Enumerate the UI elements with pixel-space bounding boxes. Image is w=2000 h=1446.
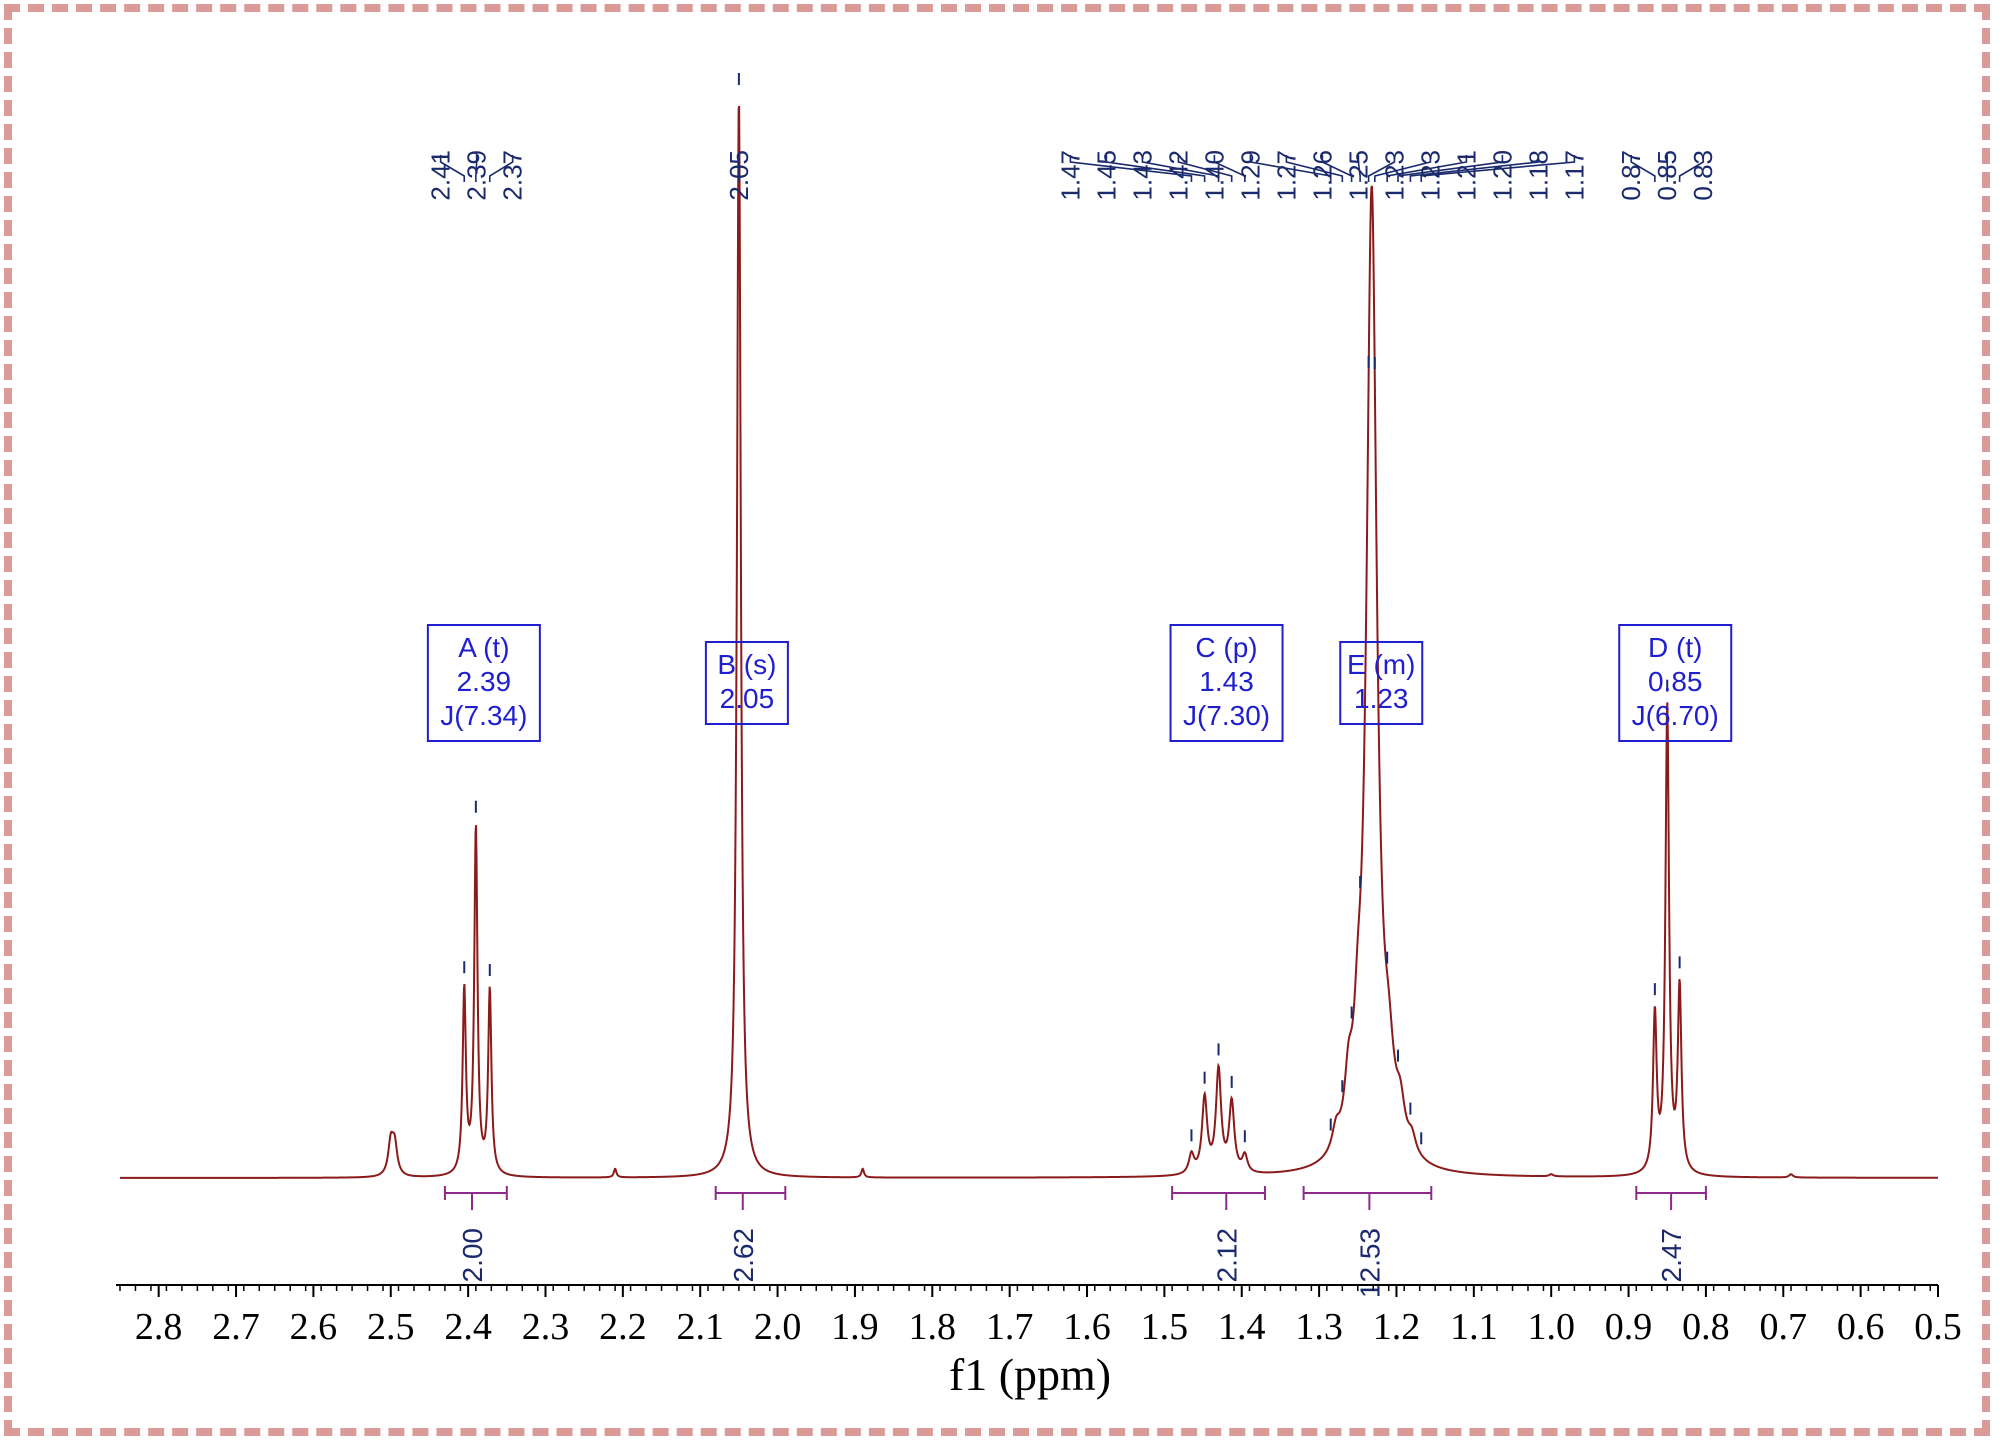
x-tick-label: 2.5	[367, 1306, 415, 1348]
peak-label-connector	[1397, 155, 1504, 182]
multiplet-text: 2.05	[720, 683, 775, 714]
peak-label-connector	[1357, 155, 1361, 182]
peak-label-connector	[1409, 155, 1540, 182]
peak-label-connector	[1420, 155, 1576, 182]
spectrum-trace-group	[120, 105, 1938, 1179]
multiplet-text: 2.39	[457, 666, 512, 697]
multiplet-text: J(7.34)	[440, 700, 527, 731]
x-tick-label: 2.0	[754, 1306, 802, 1348]
peak-label-connector	[488, 155, 514, 182]
dashed-frame	[4, 4, 1990, 1436]
multiplet-box	[1618, 624, 1733, 742]
multiplet-text: D (t)	[1648, 632, 1702, 663]
peak-label-connector	[439, 155, 466, 182]
x-tick-label: 1.4	[1218, 1306, 1266, 1348]
x-tick-label: 1.9	[831, 1306, 879, 1348]
x-tick-label: 1.8	[909, 1306, 957, 1348]
peak-label-connector	[1285, 155, 1344, 182]
multiplet-text: E (m)	[1347, 649, 1415, 680]
x-tick-label: 2.3	[522, 1306, 570, 1348]
x-tick-label: 1.0	[1527, 1306, 1575, 1348]
x-tick-label: 2.1	[676, 1306, 724, 1348]
multiplet-box	[1339, 641, 1424, 725]
x-tick-label: 2.2	[599, 1306, 647, 1348]
multiplet-box	[1169, 624, 1284, 742]
peak-label-connector	[1213, 155, 1246, 182]
peak-label-connector	[1105, 155, 1206, 182]
x-tick-label: 1.6	[1063, 1306, 1111, 1348]
x-tick-label: 2.6	[290, 1306, 338, 1348]
multiplet-box	[426, 624, 541, 742]
multiplet-text: 1.43	[1199, 666, 1254, 697]
x-tick-label: 0.7	[1760, 1306, 1808, 1348]
multiplet-box	[704, 641, 789, 725]
multiplet-text: 0.85	[1648, 666, 1703, 697]
peak-label-connector	[1069, 155, 1193, 182]
peak-label-connector	[1386, 155, 1468, 182]
x-tick-label: 2.7	[212, 1306, 260, 1348]
x-tick-label: 1.7	[986, 1306, 1034, 1348]
multiplet-text: J(6.70)	[1632, 700, 1719, 731]
x-tick-label: 2.4	[444, 1306, 492, 1348]
x-axis: 2.8 2.7 2.6 2.5 2.4 2.3 2.2 2.1 2.0 1.9 1.8 1.7 1.6 1…	[116, 1284, 1962, 1348]
peak-label-connector	[1249, 155, 1332, 182]
integral-value: 2.62	[728, 1228, 759, 1283]
multiplet-text: B (s)	[717, 649, 776, 680]
x-tick-label: 0.6	[1837, 1306, 1885, 1348]
multiplet-text: 1.23	[1354, 683, 1409, 714]
integral-value: 2.12	[1211, 1228, 1242, 1283]
x-tick-label: 0.8	[1682, 1306, 1730, 1348]
peak-label-connector	[1374, 155, 1432, 182]
x-tick-label: 1.1	[1450, 1306, 1498, 1348]
peak-label-connector	[1177, 155, 1233, 182]
multiplet-boxes-group: A (t)2.39J(7.34) B (s)2.05 C (p)1.43J(7.30…	[426, 624, 1733, 742]
x-tick-label: 1.5	[1141, 1306, 1189, 1348]
peak-label-connector	[1630, 155, 1656, 182]
x-tick-label: 2.8	[135, 1306, 183, 1348]
peak-label-connector	[1141, 155, 1220, 182]
multiplet-text: J(7.30)	[1183, 700, 1270, 731]
integrals-group: 2.00 2.62 2.12 12.53 2.47	[443, 1186, 1707, 1298]
peak-label-connector	[1678, 155, 1705, 182]
peak-label-connector	[1321, 155, 1353, 182]
x-tick-label: 0.5	[1914, 1306, 1962, 1348]
spectrum-trace	[120, 105, 1938, 1179]
multiplet-text: C (p)	[1195, 632, 1257, 663]
x-tick-label: 1.2	[1373, 1306, 1421, 1348]
integral-value: 2.00	[457, 1228, 488, 1283]
x-axis-title: f1 (ppm)	[949, 1349, 1111, 1400]
x-tick-label: 1.3	[1295, 1306, 1343, 1348]
peak-label-connector	[475, 155, 478, 182]
x-tick-label: 0.9	[1605, 1306, 1653, 1348]
peak-label-connector	[1367, 155, 1396, 182]
multiplet-text: A (t)	[458, 632, 509, 663]
integral-value: 12.53	[1354, 1228, 1385, 1298]
peak-labels-group: 2.41 2.39 2.37 2.05 1.47 1.45 1.43 1.42 1.40 1.29…	[426, 73, 1718, 1145]
integral-value: 2.47	[1656, 1228, 1687, 1283]
